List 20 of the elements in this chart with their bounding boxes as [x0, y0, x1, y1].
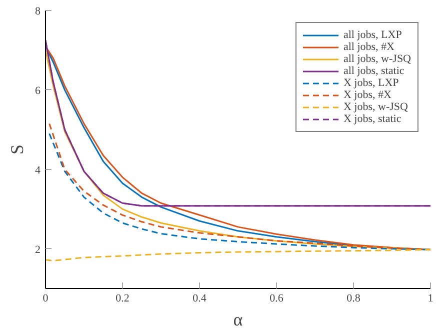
y-tick-label: 4 — [35, 164, 41, 176]
x-tick-label: 0 — [42, 292, 49, 304]
legend-label: all jobs, w-JSQ — [343, 53, 411, 65]
y-axis-title: S — [7, 144, 27, 155]
y-tick-label: 6 — [35, 84, 41, 97]
legend-label: X jobs, LXP — [343, 77, 399, 89]
legend-label: all jobs, #X — [343, 41, 394, 53]
legend-label: all jobs, static — [343, 65, 404, 77]
x-tick-label: 0.4 — [192, 292, 207, 304]
legend-label: X jobs, static — [343, 113, 402, 125]
x-axis-title: α — [233, 310, 244, 330]
legend-label: all jobs, LXP — [343, 29, 402, 41]
x-tick-label: 0.2 — [116, 292, 130, 304]
legend-label: X jobs, w-JSQ — [343, 101, 408, 113]
x-tick-label: 0.6 — [270, 292, 284, 304]
y-tick-label: 8 — [35, 6, 41, 18]
x-tick-label: 1 — [428, 292, 434, 304]
y-tick-label: 2 — [35, 244, 40, 256]
x-tick-label: 0.8 — [346, 292, 361, 304]
legend-label: X jobs, #X — [343, 89, 392, 101]
